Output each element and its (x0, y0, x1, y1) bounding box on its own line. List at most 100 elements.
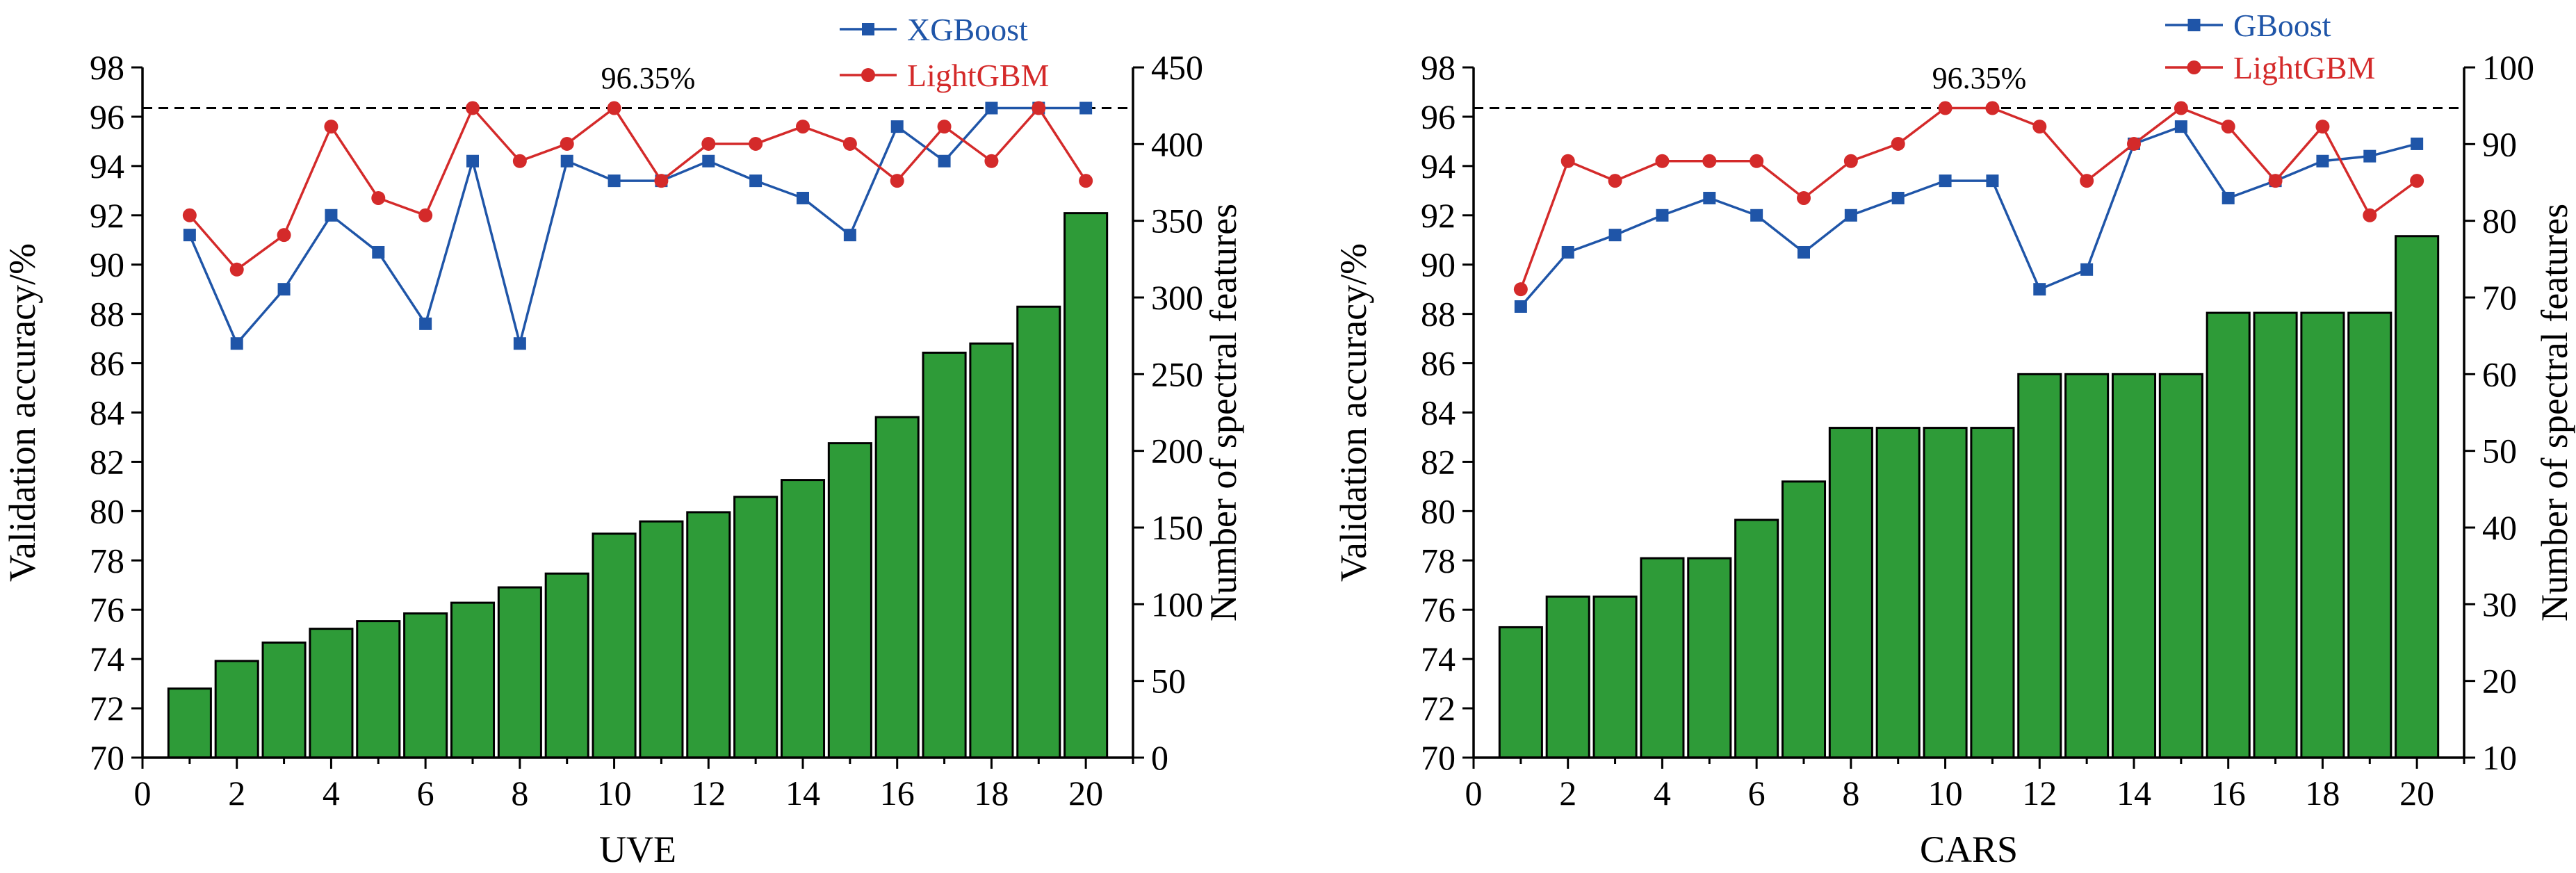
bar (1545, 595, 1590, 759)
y2-tick-label: 150 (1151, 508, 1203, 547)
series-line-xgboost (188, 106, 1086, 349)
x-tick-label: 14 (2117, 774, 2151, 813)
series-point-xgboost (890, 120, 904, 133)
bar (733, 496, 778, 759)
series-point-xgboost (466, 154, 479, 168)
bar (2347, 311, 2392, 759)
y-tick-label: 80 (1421, 491, 1456, 530)
y-tick-label: 90 (1421, 245, 1456, 284)
y-tick-label: 86 (1421, 344, 1456, 383)
x-tick-label: 2 (1559, 774, 1576, 813)
reference-line-label: 96.35% (1932, 61, 2027, 95)
bar (1734, 519, 1779, 759)
series-point-gboost (1798, 245, 1810, 259)
y2-tick-label: 50 (2482, 432, 2517, 471)
y-axis-label: Validation accuracy/% (1, 243, 43, 582)
y-tick-label: 82 (90, 442, 124, 481)
y-tick-label: 84 (1421, 393, 1456, 432)
series-point-xgboost (325, 209, 338, 222)
series-point-lightgbm (182, 208, 197, 222)
series-point-lightgbm (2080, 174, 2094, 188)
y-tick-label: 98 (1421, 48, 1456, 87)
bar (403, 612, 448, 759)
series-point-xgboost (277, 283, 291, 296)
series-point-xgboost (702, 154, 715, 168)
series-point-lightgbm (1843, 154, 1858, 168)
bar (309, 628, 354, 759)
bar (2017, 373, 2062, 759)
series-point-gboost (2174, 120, 2187, 133)
bar (827, 442, 872, 759)
series-point-xgboost (608, 174, 621, 188)
series-point-gboost (1561, 245, 1574, 259)
series-point-gboost (2222, 191, 2235, 204)
x-tick-label: 6 (1748, 774, 1766, 813)
bar (2158, 373, 2203, 759)
y2-tick-label: 200 (1151, 432, 1203, 471)
x-tick-label: 16 (2211, 774, 2246, 813)
x-axis-label: CARS (1920, 829, 2018, 870)
bar (1498, 626, 1543, 759)
y-tick-label: 88 (90, 295, 124, 334)
series-point-gboost (2363, 149, 2377, 163)
series-point-lightgbm (1079, 174, 1093, 188)
bar (2395, 235, 2440, 759)
x-tick-label: 8 (1842, 774, 1859, 813)
series-point-gboost (2411, 137, 2424, 150)
y2-axis-label: Number of spectral features (2534, 204, 2575, 621)
x-tick-label: 14 (785, 774, 820, 813)
series-point-lightgbm (842, 136, 857, 151)
x-tick-label: 2 (228, 774, 245, 813)
y-tick-label: 96 (90, 97, 124, 136)
bar (1923, 427, 1968, 759)
series-point-lightgbm (1513, 282, 1528, 297)
y2-tick-label: 10 (2482, 738, 2517, 777)
legend: XGBoost LightGBM (840, 12, 1049, 93)
y-tick-label: 96 (1421, 97, 1456, 136)
chart-panel-1: 96.35% 0 2 4 6 8 10 12 14 16 18 20 70 72 74 76 78 80 82 84 8… (1, 12, 1244, 870)
series-point-lightgbm (2221, 120, 2235, 134)
series-point-gboost (1656, 209, 1669, 222)
series-point-lightgbm (1891, 136, 1905, 151)
series-point-lightgbm (1797, 190, 1811, 205)
series-point-lightgbm (418, 208, 433, 222)
y-tick-label: 92 (90, 196, 124, 235)
series-point-lightgbm (229, 262, 244, 277)
series-point-lightgbm (277, 228, 291, 243)
bar (167, 687, 212, 759)
y-tick-label: 80 (90, 491, 124, 530)
series-point-lightgbm (607, 101, 621, 115)
y2-tick-label: 60 (2482, 354, 2517, 393)
bar (2111, 373, 2157, 759)
series-point-lightgbm (2363, 208, 2377, 222)
bar (922, 351, 967, 759)
y2-tick-label: 400 (1151, 124, 1203, 163)
series-point-lightgbm (512, 154, 527, 168)
bar (2300, 311, 2345, 759)
bar (497, 586, 542, 759)
y-tick-label: 90 (90, 245, 124, 284)
bar (1640, 557, 1685, 759)
series-point-xgboost (560, 154, 573, 168)
bar (2064, 373, 2110, 759)
series-point-xgboost (183, 229, 196, 242)
series-point-lightgbm (1750, 154, 1764, 168)
bar (214, 660, 259, 759)
series-point-gboost (1986, 174, 1999, 188)
bar (1687, 557, 1732, 759)
x-tick-label: 4 (323, 774, 340, 813)
series-point-lightgbm (2410, 174, 2424, 188)
series-point-xgboost (843, 229, 856, 242)
legend-marker-lightgbm (2187, 60, 2201, 74)
y2-tick-label: 90 (2482, 124, 2517, 163)
legend-marker-xgboost (862, 23, 874, 35)
y-tick-label: 76 (1421, 590, 1456, 629)
series-point-lightgbm (466, 101, 480, 115)
series-point-gboost (2080, 263, 2094, 276)
series-point-lightgbm (1608, 174, 1622, 188)
series-point-lightgbm (984, 154, 999, 168)
y2-tick-label: 100 (1151, 585, 1203, 623)
series-line-gboost (1519, 124, 2418, 308)
bar (1781, 480, 1827, 759)
